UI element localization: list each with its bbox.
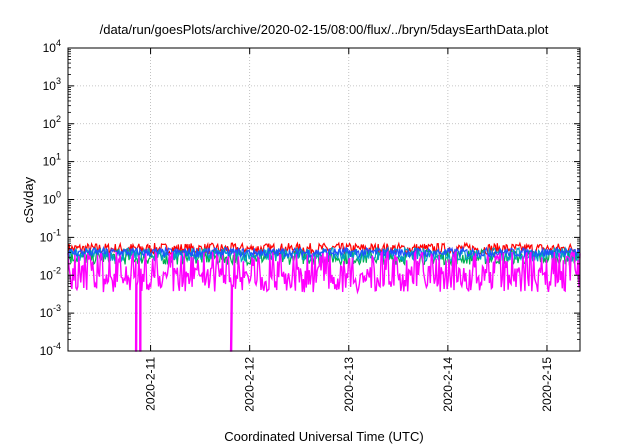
y-tick-label: 103 xyxy=(43,76,61,93)
y-tick-label: 10-1 xyxy=(40,227,61,244)
y-axis: 10-4 10-3 10-2 10-1 100 101 102 103 104 xyxy=(40,38,580,358)
x-tick-label: 2020-2-13 xyxy=(342,357,356,412)
x-tick-label: 2020-2-14 xyxy=(441,357,455,412)
x-axis-label: Coordinated Universal Time (UTC) xyxy=(224,429,423,444)
y-tick-label: 102 xyxy=(43,114,61,131)
x-tick-label: 2020-2-11 xyxy=(144,357,158,411)
y-axis-label: cSv/day xyxy=(21,176,36,223)
y-tick-label: 100 xyxy=(43,190,61,207)
y-tick-label: 104 xyxy=(43,38,61,55)
series-line xyxy=(67,249,581,352)
y-tick-label: 10-4 xyxy=(40,341,61,358)
grid xyxy=(68,48,580,351)
y-tick-label: 10-3 xyxy=(40,303,61,320)
x-tick-label: 2020-2-15 xyxy=(540,357,554,412)
y-tick-label: 101 xyxy=(43,152,61,169)
y-tick-label: 10-2 xyxy=(40,265,61,282)
series-line xyxy=(67,245,581,260)
series-layer xyxy=(67,241,581,352)
chart-title: /data/run/goesPlots/archive/2020-02-15/0… xyxy=(100,22,549,37)
x-tick-label: 2020-2-12 xyxy=(243,357,257,412)
x-axis: 2020-2-11 2020-2-12 2020-2-13 2020-2-14 2020… xyxy=(144,48,554,412)
series-line xyxy=(67,241,581,257)
